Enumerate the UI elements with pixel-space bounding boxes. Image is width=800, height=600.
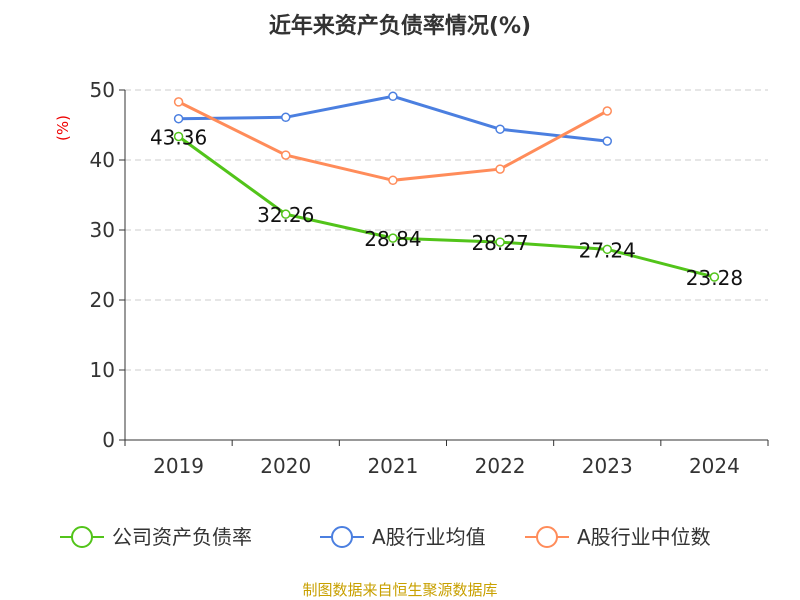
data-point [281,209,291,219]
chart-title: 近年来资产负债率情况(%) [269,13,531,39]
footer-source: 制图数据来自恒生聚源数据库 [302,581,497,599]
data-label: 32.26 [257,203,314,227]
series-line [177,100,608,182]
y-axis-label: (%) [54,115,72,141]
y-tick-label: 0 [102,428,115,452]
legend-label: A股行业中位数 [577,525,711,549]
data-point [495,124,505,134]
y-tick-label: 50 [90,78,115,102]
x-tick-label: 2020 [260,454,311,478]
data-label: 23.28 [686,266,743,290]
y-tick-label: 40 [90,148,115,172]
data-point [495,237,505,247]
data-point [602,244,612,255]
x-tick-label: 2021 [367,454,418,478]
data-point [173,97,184,107]
series-line [177,135,715,279]
data-point [495,164,505,174]
x-tick-label: 2019 [153,454,204,478]
x-tick-label: 2024 [689,454,740,478]
data-label: 27.24 [579,238,636,262]
legend-label: A股行业均值 [372,525,486,549]
data-point [602,106,612,116]
data-label: 28.27 [471,231,528,255]
x-tick-label: 2023 [582,454,633,478]
data-point [709,272,720,282]
data-point [388,175,398,186]
data-point [602,136,612,146]
data-point [388,233,398,243]
legend-marker [331,526,353,548]
data-label: 43.36 [150,125,207,149]
data-point [281,150,291,160]
data-point [173,131,184,142]
y-tick-label: 20 [90,288,115,312]
data-label: 28.84 [364,227,421,251]
legend-marker [71,526,93,548]
y-tick-label: 30 [90,218,115,242]
data-point [173,113,184,124]
legend-marker [536,526,558,548]
data-point [281,112,291,123]
legend-label: 公司资产负债率 [112,525,252,549]
data-point [388,91,398,102]
x-tick-label: 2022 [475,454,526,478]
y-tick-label: 10 [90,358,115,382]
